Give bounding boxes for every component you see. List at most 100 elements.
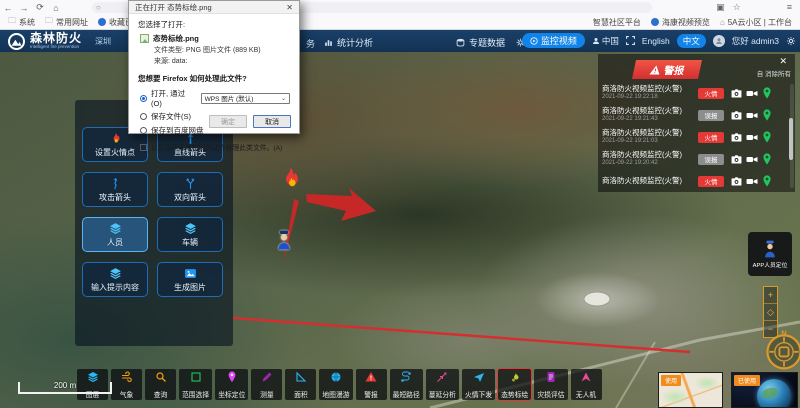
scrollbar-thumb[interactable] [789,118,793,160]
toolbar-measure[interactable]: 测量 [251,369,283,400]
toolbar-layers[interactable]: 图层 [77,369,108,400]
lang-chinese[interactable]: 中文 [676,33,706,48]
menu-special-data[interactable]: 专题数据 [456,36,505,49]
bookmark-item[interactable]: 智慧社区平台 [592,17,641,27]
location-pin-icon[interactable] [759,131,774,143]
brand-title: 森林防火 [30,31,83,46]
app-personnel-locator-button[interactable]: APP人员定位 [748,232,792,276]
menu-statistics[interactable]: 统计分析 [324,36,373,49]
app-logo: 森林防火 Intelligent fire prevention 深圳 [0,32,111,50]
location-pin-icon[interactable] [759,109,774,121]
status-badge[interactable]: 误报 [698,109,724,121]
bookmark-item[interactable]: ⌂ 5A云小区 | 工作台 [719,17,792,27]
bookmark-star-icon[interactable]: ☆ [732,2,741,12]
scrollbar-track[interactable] [789,84,794,188]
zoom-in-button[interactable]: + [764,287,777,304]
toolbar-weather[interactable]: 气象 [111,369,142,400]
videocam-icon[interactable] [744,89,759,98]
toolbar-shortest-path[interactable]: 最短路径 [389,369,423,400]
videocam-icon[interactable] [744,133,759,142]
qr-login-icon[interactable]: ▣ [716,2,725,12]
bookmark-folder[interactable]: 🗀 系统 [8,15,35,29]
alert-clear-all[interactable]: 自 消除所有 [756,71,791,78]
address-bar[interactable]: ○ [92,2,652,13]
country-selector[interactable]: 中国 [592,35,619,47]
fullscreen-icon[interactable] [625,36,635,45]
tool-label: 人员 [107,237,123,247]
location-pin-icon[interactable] [759,175,774,187]
bookmark-folder[interactable]: 🗀 常用网址 [45,15,88,29]
toolbar-label: 警报 [364,392,378,399]
tool-input-tip[interactable]: 输入提示内容 [82,262,148,297]
tool-label: 输入提示内容 [91,282,139,292]
lang-english[interactable]: English [641,35,670,46]
videocam-icon[interactable] [744,111,759,120]
officer-map-icon[interactable] [276,230,292,250]
radio-icon[interactable] [140,113,147,120]
minimap-3d[interactable]: 已使用 [731,372,798,408]
status-badge[interactable]: 火情 [698,175,724,187]
tool-two-way-arrow[interactable]: 双向箭头 [157,172,223,207]
tool-personnel[interactable]: 人员 [82,217,148,252]
toolbar-drone[interactable]: 无人机 [570,369,602,400]
alert-list: 商洛防火视频监控(火警) 2021-09-22 19:22:18 火情 商洛防火视… [602,82,788,192]
option-open-with[interactable]: 打开, 通过(O) WPS 图片 (默认) ⌄ [140,88,290,108]
location-pin-icon[interactable] [759,153,774,165]
toolbar-spread-analysis[interactable]: 蔓延分析 [425,369,459,400]
tool-vehicle[interactable]: 车辆 [157,217,223,252]
toolbar-label: 地图漫游 [322,392,350,399]
layers-icon [109,267,121,279]
toolbar-alarm[interactable]: 警报 [355,369,387,400]
camera-icon[interactable] [729,88,744,98]
map-zoom-control: + ◇ − [763,286,778,338]
tool-label: 设置火情点 [95,147,135,157]
camera-icon[interactable] [729,110,744,120]
videocam-icon[interactable] [744,177,759,186]
toolbar-damage-assess[interactable]: 灾损评估 [534,369,568,400]
option-save-netdisk[interactable]: 保存到百度网盘 [140,125,290,136]
home-icon[interactable]: ⌂ [53,2,59,13]
compass-control[interactable]: N [762,328,800,377]
radio-selected-icon[interactable] [140,94,147,102]
monitor-video-button[interactable]: 监控视频 [521,33,585,48]
zoom-reset-button[interactable]: ◇ [764,304,777,321]
toolbar-area[interactable]: 面积 [285,369,317,400]
checkbox-icon[interactable] [140,143,147,151]
status-badge[interactable]: 误报 [698,153,724,165]
dialog-close-icon[interactable]: ✕ [286,2,293,12]
alert-close-icon[interactable]: ✕ [779,56,787,66]
status-badge[interactable]: 火情 [698,87,724,99]
toolbar-situation-plot[interactable]: 态势标绘 [497,368,533,401]
cancel-button[interactable]: 取消 [253,115,291,128]
layers-icon [109,222,121,234]
menu-item-fragment[interactable]: 务 [306,39,316,49]
toolbar-range-select[interactable]: 范围选择 [179,369,213,400]
status-badge[interactable]: 火情 [698,131,724,143]
avatar[interactable] [712,34,725,47]
toolbar-map-roam[interactable]: 地图漫游 [319,369,353,400]
tool-attack-arrow[interactable]: 攻击箭头 [82,172,148,207]
zoom-out-button[interactable]: − [767,324,774,334]
toolbar-coordinate-locate[interactable]: 坐标定位 [215,369,249,400]
tool-label: 双向箭头 [174,192,206,202]
option-save-file[interactable]: 保存文件(S) [140,111,290,122]
bookmark-item[interactable]: 海康视频预览 [650,17,710,28]
radio-icon[interactable] [140,127,147,134]
ok-button[interactable]: 确定 [209,115,247,128]
minimap-2d[interactable]: 使用 [658,372,723,408]
videocam-icon[interactable] [744,155,759,164]
camera-icon[interactable] [729,176,744,186]
forward-icon[interactable]: → [19,2,29,13]
open-with-dropdown[interactable]: WPS 图片 (默认) ⌄ [200,92,290,104]
browser-menu-icon[interactable]: ≡ [786,2,792,12]
reload-icon[interactable]: ⟳ [36,2,44,12]
back-icon[interactable]: ← [3,2,13,13]
tool-generate-image[interactable]: 生成图片 [157,262,223,297]
settings-gear-icon[interactable] [786,36,796,46]
toolbar-fire-dispatch[interactable]: 火情下发 [461,369,496,400]
toolbar-search[interactable]: 查询 [145,369,176,400]
location-pin-icon[interactable] [759,87,774,99]
camera-icon[interactable] [729,154,744,164]
camera-icon[interactable] [729,132,744,142]
option-remember[interactable]: 以后自动采用相同的动作处理此类文件。(A) [140,142,290,152]
